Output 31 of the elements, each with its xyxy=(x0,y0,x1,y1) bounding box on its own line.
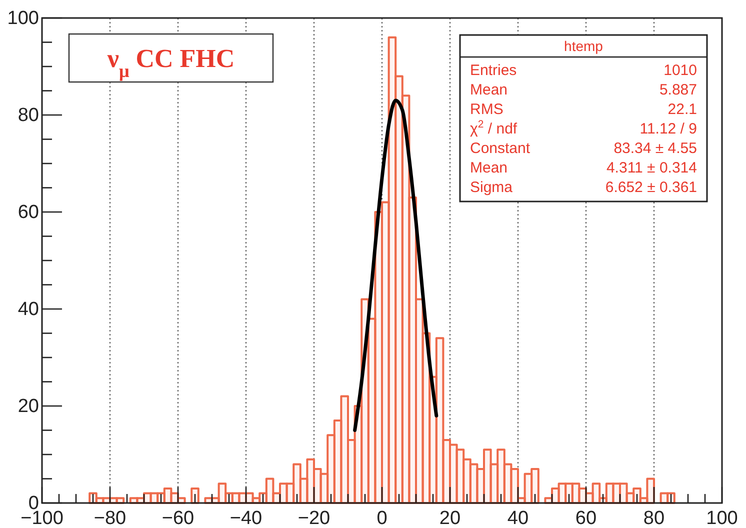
x-tick-label: −40 xyxy=(230,508,262,528)
y-tick-label: 100 xyxy=(7,8,39,29)
x-tick-label: 0 xyxy=(376,508,388,528)
annotation: Sigma xyxy=(470,179,514,196)
x-tick-label: 40 xyxy=(507,508,529,528)
y-tick-label: 80 xyxy=(18,105,39,126)
annotation: Entries xyxy=(470,62,517,79)
annotation: ν$_{μ}$ CC FHC xyxy=(106,44,235,81)
x-tick-label: 80 xyxy=(643,508,665,528)
x-tick-label: −80 xyxy=(94,508,126,528)
annotation: χ$^{2}$ / ndf xyxy=(470,118,518,138)
annotation: Constant xyxy=(470,140,531,157)
annotation: RMS xyxy=(470,101,504,118)
x-tick-label: −20 xyxy=(298,508,330,528)
x-tick-label: 60 xyxy=(575,508,597,528)
y-tick-label: 60 xyxy=(18,202,39,223)
annotation: 6.652 ± 0.361 xyxy=(605,179,697,196)
x-tick-label: −60 xyxy=(162,508,194,528)
y-tick-label: 20 xyxy=(18,396,39,417)
annotation: 22.1 xyxy=(668,101,697,118)
annotation: Mean xyxy=(470,82,508,98)
y-tick-label: 40 xyxy=(18,299,39,320)
x-tick-label: 100 xyxy=(706,508,738,528)
annotation: 1010 xyxy=(664,62,697,79)
annotation: 83.34 ± 4.55 xyxy=(614,140,697,157)
x-tick-label: 20 xyxy=(439,508,461,528)
annotation: 11.12 / 9 xyxy=(640,120,697,138)
annotation: htemp xyxy=(564,38,604,54)
annotation: Mean xyxy=(470,160,508,176)
annotation: 5.887 xyxy=(659,82,697,98)
annotation: 4.311 ± 0.314 xyxy=(606,160,697,176)
